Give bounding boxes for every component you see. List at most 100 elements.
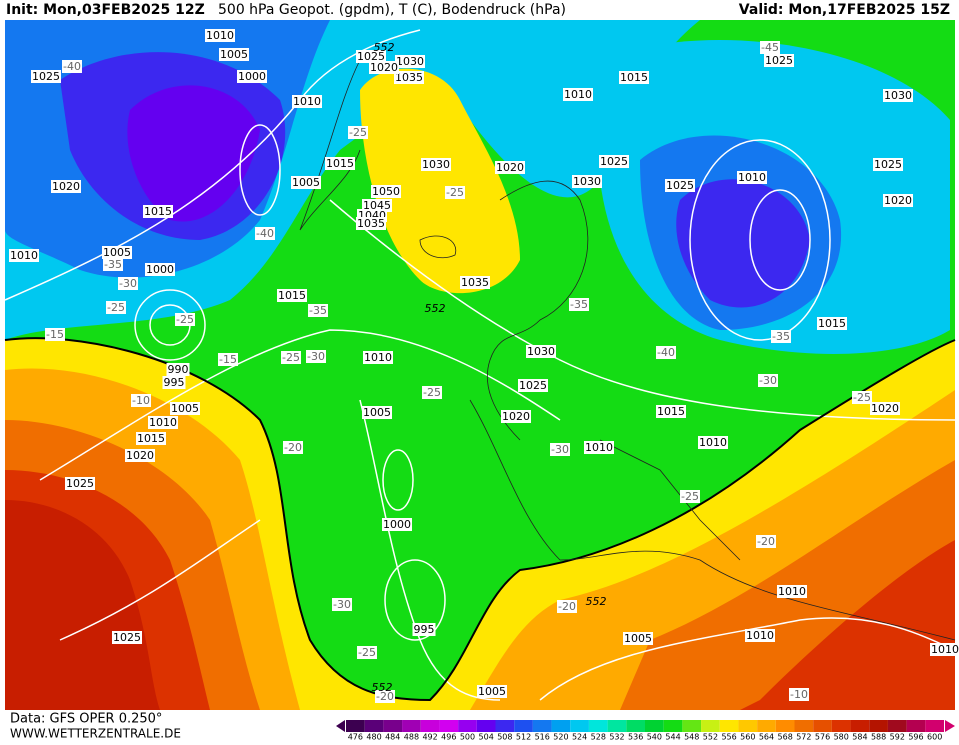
isobars (4, 29, 956, 701)
temperature-label: -30 (333, 598, 351, 611)
map-title: 500 hPa Geopot. (gpdm), T (C), Bodendruc… (218, 2, 566, 18)
pressure-label: 1015 (278, 289, 306, 302)
pressure-label: 1035 (357, 217, 385, 230)
pressure-label-box (777, 585, 807, 598)
pressure-label: 1020 (496, 161, 524, 174)
legend-swatch (850, 720, 870, 732)
legend-label: 532 (609, 733, 624, 742)
pressure-label: 1010 (778, 585, 806, 598)
pressure-label: 1015 (326, 157, 354, 170)
pressure-label: 1010 (149, 416, 177, 429)
temperature-label-box (106, 301, 126, 314)
pressure-label-box (291, 176, 321, 189)
temperature-label-box (771, 330, 791, 343)
legend-arrow-left (336, 720, 345, 732)
pressure-label-box (930, 643, 959, 656)
temperature-label: -30 (551, 443, 569, 456)
temperature-label: -35 (772, 330, 790, 343)
pressure-label: 1010 (585, 441, 613, 454)
pressure-label-box (619, 71, 649, 84)
geopotential-label: 552 (425, 302, 446, 315)
legend-swatch (402, 720, 421, 732)
pressure-label-box (362, 199, 392, 212)
legend-label: 524 (572, 733, 587, 742)
legend-label: 588 (871, 733, 886, 742)
pressure-label-box (495, 161, 525, 174)
legend-swatch (346, 720, 365, 732)
temperature-label: -25 (107, 301, 125, 314)
legend-swatch (645, 720, 664, 732)
legend-label: 480 (366, 733, 381, 742)
pressure-label: 1050 (372, 185, 400, 198)
pressure-label-box (51, 180, 81, 193)
pressure-label: 1010 (746, 629, 774, 642)
pressure-label: 1025 (874, 158, 902, 171)
pressure-label: 1020 (126, 449, 154, 462)
legend-label: 540 (647, 733, 662, 742)
temperature-label-box (281, 351, 301, 364)
legend-label: 576 (815, 733, 830, 742)
temperature-label-box (557, 600, 577, 613)
pressure-label-box (623, 632, 653, 645)
temperature-label-box (175, 313, 195, 326)
temperature-label-box (445, 186, 465, 199)
legend-swatch (439, 720, 459, 732)
legend-swatch (364, 720, 384, 732)
temperature-label: -15 (219, 353, 237, 366)
temperature-label: -10 (132, 394, 150, 407)
pressure-label: 1030 (396, 55, 424, 68)
legend-swatch (906, 720, 926, 732)
pressure-label-box (656, 405, 686, 418)
legend-swatch (626, 720, 645, 732)
pressure-label-box (145, 263, 175, 276)
pressure-label: 1015 (144, 205, 172, 218)
geopotential-552 (4, 337, 956, 702)
pressure-label: 1020 (502, 410, 530, 423)
legend-swatch (719, 720, 739, 732)
pressure-label-box (737, 171, 767, 184)
pressure-label: 1010 (10, 249, 38, 262)
pressure-label: 995 (414, 623, 435, 636)
temperature-label-box (255, 227, 275, 240)
temperature-label: -25 (358, 646, 376, 659)
legend-label: 580 (834, 733, 849, 742)
pressure-label-box (698, 436, 728, 449)
temperature-label-box (758, 374, 778, 387)
pressure-label-box (362, 406, 392, 419)
data-source: Data: GFS OPER 0.250° (10, 712, 162, 727)
pressure-label-box (356, 50, 386, 63)
temperature-label: -35 (570, 298, 588, 311)
temperature-label-box (680, 490, 700, 503)
pressure-label: 1005 (103, 246, 131, 259)
pressure-label: 1005 (292, 176, 320, 189)
pressure-label-box (873, 158, 903, 171)
pressure-label: 1010 (931, 643, 959, 656)
legend-label: 496 (441, 733, 456, 742)
temperature-label-box (283, 441, 303, 454)
pressure-label-box (363, 351, 393, 364)
pressure-label-box (870, 402, 900, 415)
temperature-label: -40 (256, 227, 274, 240)
legend-label: 572 (796, 733, 811, 742)
temperature-label: -20 (284, 441, 302, 454)
legend-label: 484 (385, 733, 400, 742)
pressure-label: 1025 (66, 477, 94, 490)
legend-label: 516 (535, 733, 550, 742)
legend-label: 512 (516, 733, 531, 742)
pressure-label: 1010 (206, 29, 234, 42)
legend-swatch (738, 720, 758, 732)
pressure-label: 1005 (171, 402, 199, 415)
temperature-label-box (375, 690, 395, 703)
legend-swatch (925, 720, 944, 732)
temperature-label-box (62, 60, 82, 73)
pressure-label: 1010 (293, 95, 321, 108)
pressure-label: 1030 (884, 89, 912, 102)
legend-swatch (532, 720, 552, 732)
pressure-label: 1000 (383, 518, 411, 531)
legend-swatch (775, 720, 795, 732)
temperature-label: -30 (307, 350, 325, 363)
pressure-label: 1025 (32, 70, 60, 83)
pressure-label-box (584, 441, 614, 454)
legend-label: 536 (628, 733, 643, 742)
legend-swatch (869, 720, 888, 732)
